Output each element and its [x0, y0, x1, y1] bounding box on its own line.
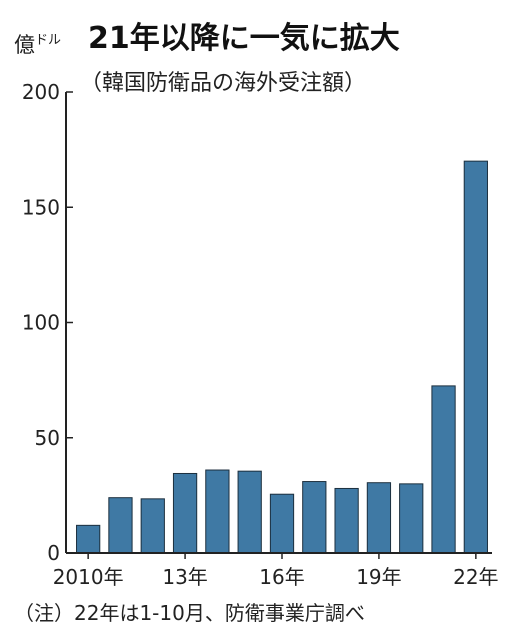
y-tick-label: 200: [22, 80, 60, 104]
bar-2017: [302, 481, 327, 554]
bar-2012: [140, 498, 165, 554]
y-axis-unit: 億ドル: [14, 33, 61, 57]
y-tick-label: 100: [22, 311, 60, 335]
bar-2018: [334, 487, 359, 554]
y-tick-label: 150: [22, 195, 60, 219]
bar-2014: [205, 469, 230, 554]
y-tick-label: 0: [47, 541, 60, 565]
chart-note: （注）22年は1-10月、防衛事業庁調べ: [14, 601, 365, 625]
y-axis-ticks: 0 50 100 150 200: [22, 80, 73, 565]
x-tick-label: 19年: [356, 565, 401, 589]
bar-2013: [172, 472, 198, 554]
bar-2019: [366, 482, 392, 554]
x-axis-ticks: 2010年 13年 16年 19年 22年: [53, 553, 499, 589]
x-tick-label: 2010年: [53, 565, 124, 589]
bar-2010: [76, 524, 101, 554]
x-tick-label: 16年: [259, 565, 304, 589]
bars: [76, 160, 488, 554]
chart-title: 21年以降に一気に拡大: [88, 21, 400, 56]
bar-2016: [269, 493, 295, 554]
bar-2011: [108, 497, 133, 554]
x-tick-label: 22年: [453, 565, 498, 589]
y-axis-unit-small: ドル: [35, 33, 61, 48]
bar-2020: [399, 483, 424, 554]
chart-subtitle: （韓国防衛品の海外受注額）: [80, 71, 366, 96]
x-tick-label: 13年: [162, 565, 207, 589]
bar-2021: [431, 385, 456, 554]
bar-2015: [237, 470, 262, 554]
bar-2022: [463, 160, 488, 554]
y-tick-label: 50: [35, 426, 60, 450]
y-axis-unit-main: 億: [14, 33, 35, 57]
